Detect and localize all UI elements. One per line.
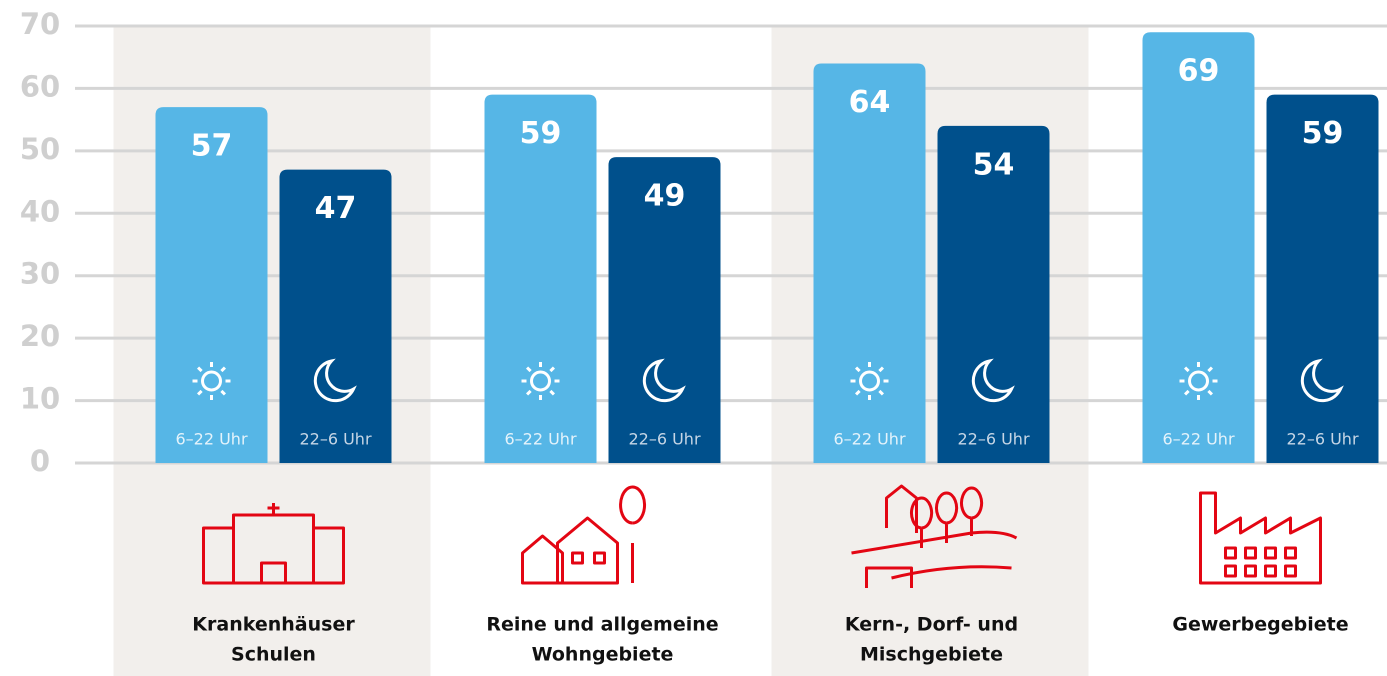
category-label: Wohngebiete (532, 644, 674, 666)
icon-part (523, 487, 645, 583)
y-tick-label: 20 (20, 319, 60, 353)
value-label: 59 (520, 116, 562, 151)
value-label: 64 (849, 85, 891, 120)
category-label: Krankenhäuser (192, 614, 355, 636)
category-label: Schulen (231, 644, 316, 666)
category-icon (523, 487, 645, 583)
value-label: 47 (315, 191, 357, 226)
value-label: 57 (191, 129, 233, 164)
y-tick-label: 60 (20, 69, 60, 103)
y-tick-label: 0 (30, 444, 50, 478)
series-label: 22–6 Uhr (299, 430, 371, 449)
y-tick-label: 30 (20, 257, 60, 291)
y-tick-label: 40 (20, 194, 60, 228)
value-label: 59 (1302, 116, 1344, 151)
y-tick-label: 70 (20, 7, 60, 41)
series-label: 6–22 Uhr (504, 430, 576, 449)
chart: 0 10 20 30 40 50 60 70 57 6–22 Uhr 47 22–6 Uhr Krank… (0, 0, 1387, 676)
series-label: 22–6 Uhr (957, 430, 1029, 449)
value-label: 69 (1178, 54, 1220, 89)
series-label: 6–22 Uhr (175, 430, 247, 449)
series-label: 22–6 Uhr (628, 430, 700, 449)
value-label: 49 (644, 179, 686, 214)
category-label: Gewerbegebiete (1172, 614, 1348, 636)
category-label: Mischgebiete (860, 644, 1003, 666)
series-label: 6–22 Uhr (1162, 430, 1234, 449)
category-label: Kern-, Dorf- und (845, 614, 1018, 636)
category-icon (1201, 493, 1321, 583)
icon-part (1201, 493, 1321, 583)
category-label: Reine und allgemeine (486, 614, 718, 636)
y-tick-label: 50 (20, 132, 60, 166)
series-label: 22–6 Uhr (1286, 430, 1358, 449)
value-label: 54 (973, 147, 1015, 182)
series-label: 6–22 Uhr (833, 430, 905, 449)
y-tick-label: 10 (20, 382, 60, 416)
bar (814, 63, 926, 463)
